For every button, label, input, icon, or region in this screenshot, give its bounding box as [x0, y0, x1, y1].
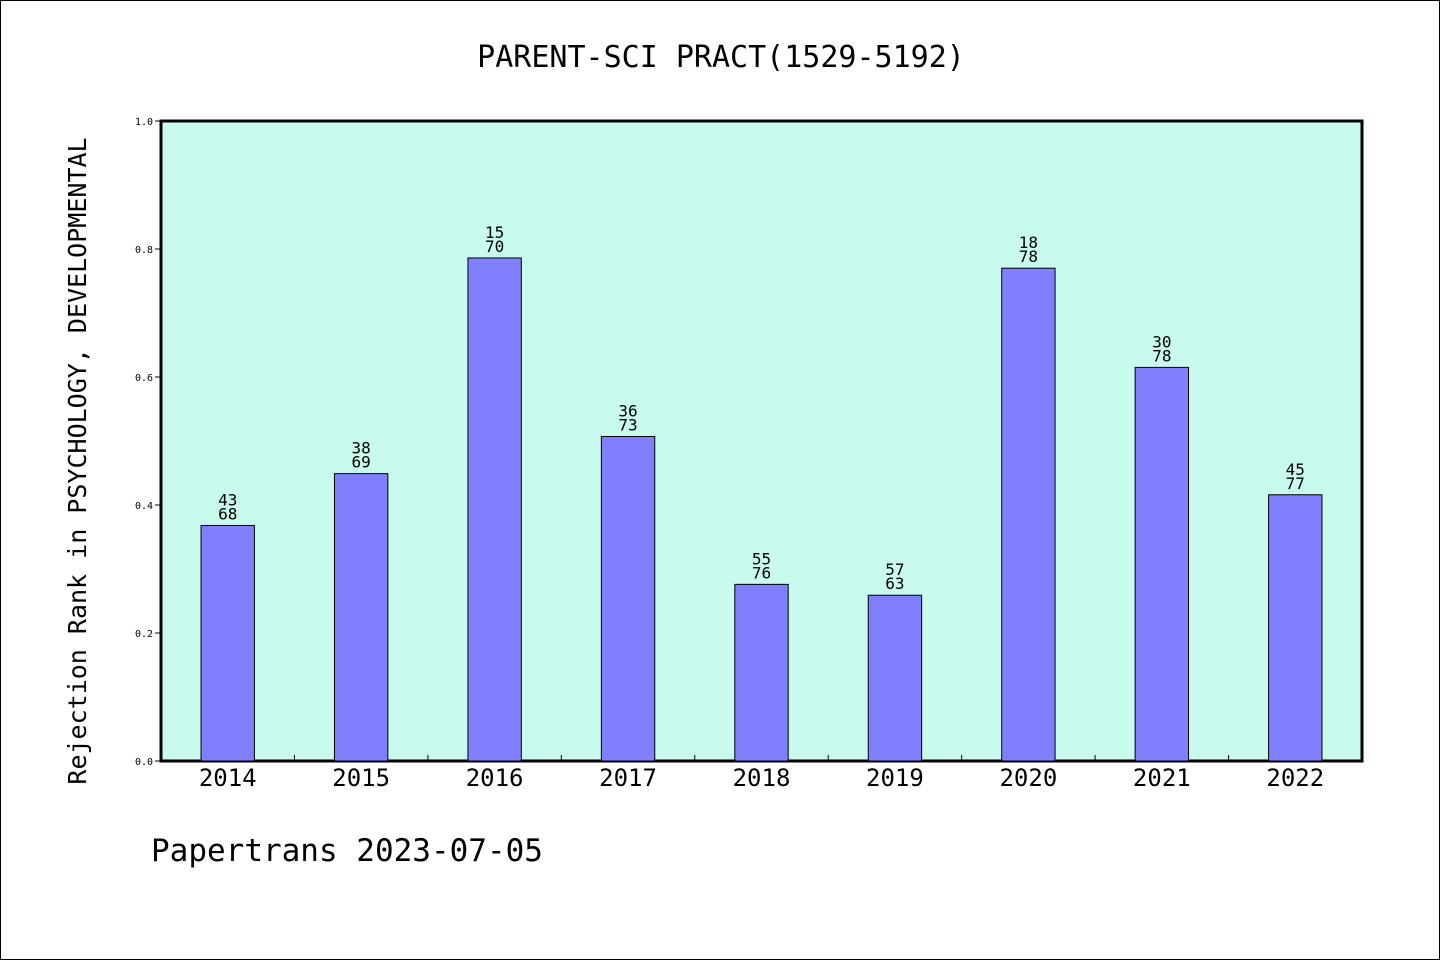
bar-2022 — [1268, 494, 1323, 762]
bar-2018 — [734, 583, 789, 762]
bar-label-top: 30 — [1152, 332, 1171, 351]
bar-2017 — [600, 436, 656, 762]
bar-label-bottom: 63 — [885, 574, 904, 593]
bar-2016 — [467, 257, 522, 762]
chart-title: PARENT-SCI PRACT(1529-5192) — [477, 40, 965, 75]
bar-label-bottom: 69 — [352, 453, 371, 472]
bar-label-bottom: 70 — [485, 237, 504, 256]
y-tick-label: 0.8 — [135, 245, 153, 256]
bar-2019 — [867, 594, 923, 762]
bar-label-bottom: 78 — [1019, 247, 1038, 266]
bar-label-top: 15 — [485, 223, 504, 242]
y-axis-label: Rejection Rank in PSYCHOLOGY, DEVELOPMEN… — [63, 137, 92, 784]
bar-label-top: 57 — [885, 560, 904, 579]
x-tick-label: 2020 — [999, 764, 1057, 792]
bar-2020 — [1001, 267, 1056, 762]
bar-label-top: 36 — [618, 402, 637, 421]
bar-2015 — [333, 473, 389, 762]
y-tick-label: 0.6 — [135, 373, 153, 384]
x-tick-label: 2022 — [1266, 764, 1324, 792]
bar-label-bottom: 76 — [752, 563, 771, 582]
bar-label-top: 38 — [352, 439, 371, 458]
bar-label-bottom: 78 — [1152, 346, 1171, 365]
x-tick-label: 2016 — [466, 764, 524, 792]
x-tick-label: 2021 — [1133, 764, 1191, 792]
y-tick-label: 1.0 — [135, 117, 153, 128]
bar-label-top: 43 — [218, 490, 237, 509]
footer-credit: Papertrans 2023-07-05 — [151, 833, 543, 869]
bar-label-bottom: 68 — [218, 504, 237, 523]
bar-label-top: 45 — [1286, 460, 1305, 479]
bar-label-top: 18 — [1019, 233, 1038, 252]
x-tick-label: 2019 — [866, 764, 924, 792]
x-axis: 2014 2015 2016 2017 2018 2019 2020 2021 2022 — [199, 755, 1324, 792]
x-tick-label: 2017 — [599, 764, 657, 792]
y-axis: 0.0 0.2 0.4 0.6 0.8 1.0 — [135, 117, 161, 768]
bar-label-top: 55 — [752, 549, 771, 568]
y-tick-label: 0.2 — [135, 629, 153, 640]
bar-2021 — [1134, 366, 1190, 762]
y-tick-label: 0.4 — [135, 501, 153, 512]
x-tick-label: 2014 — [199, 764, 257, 792]
y-tick-label: 0.0 — [135, 757, 153, 768]
bar-label-bottom: 77 — [1286, 474, 1305, 493]
x-tick-label: 2018 — [733, 764, 791, 792]
bar-2014 — [200, 524, 255, 762]
x-tick-label: 2015 — [332, 764, 390, 792]
bar-label-bottom: 73 — [618, 416, 637, 435]
